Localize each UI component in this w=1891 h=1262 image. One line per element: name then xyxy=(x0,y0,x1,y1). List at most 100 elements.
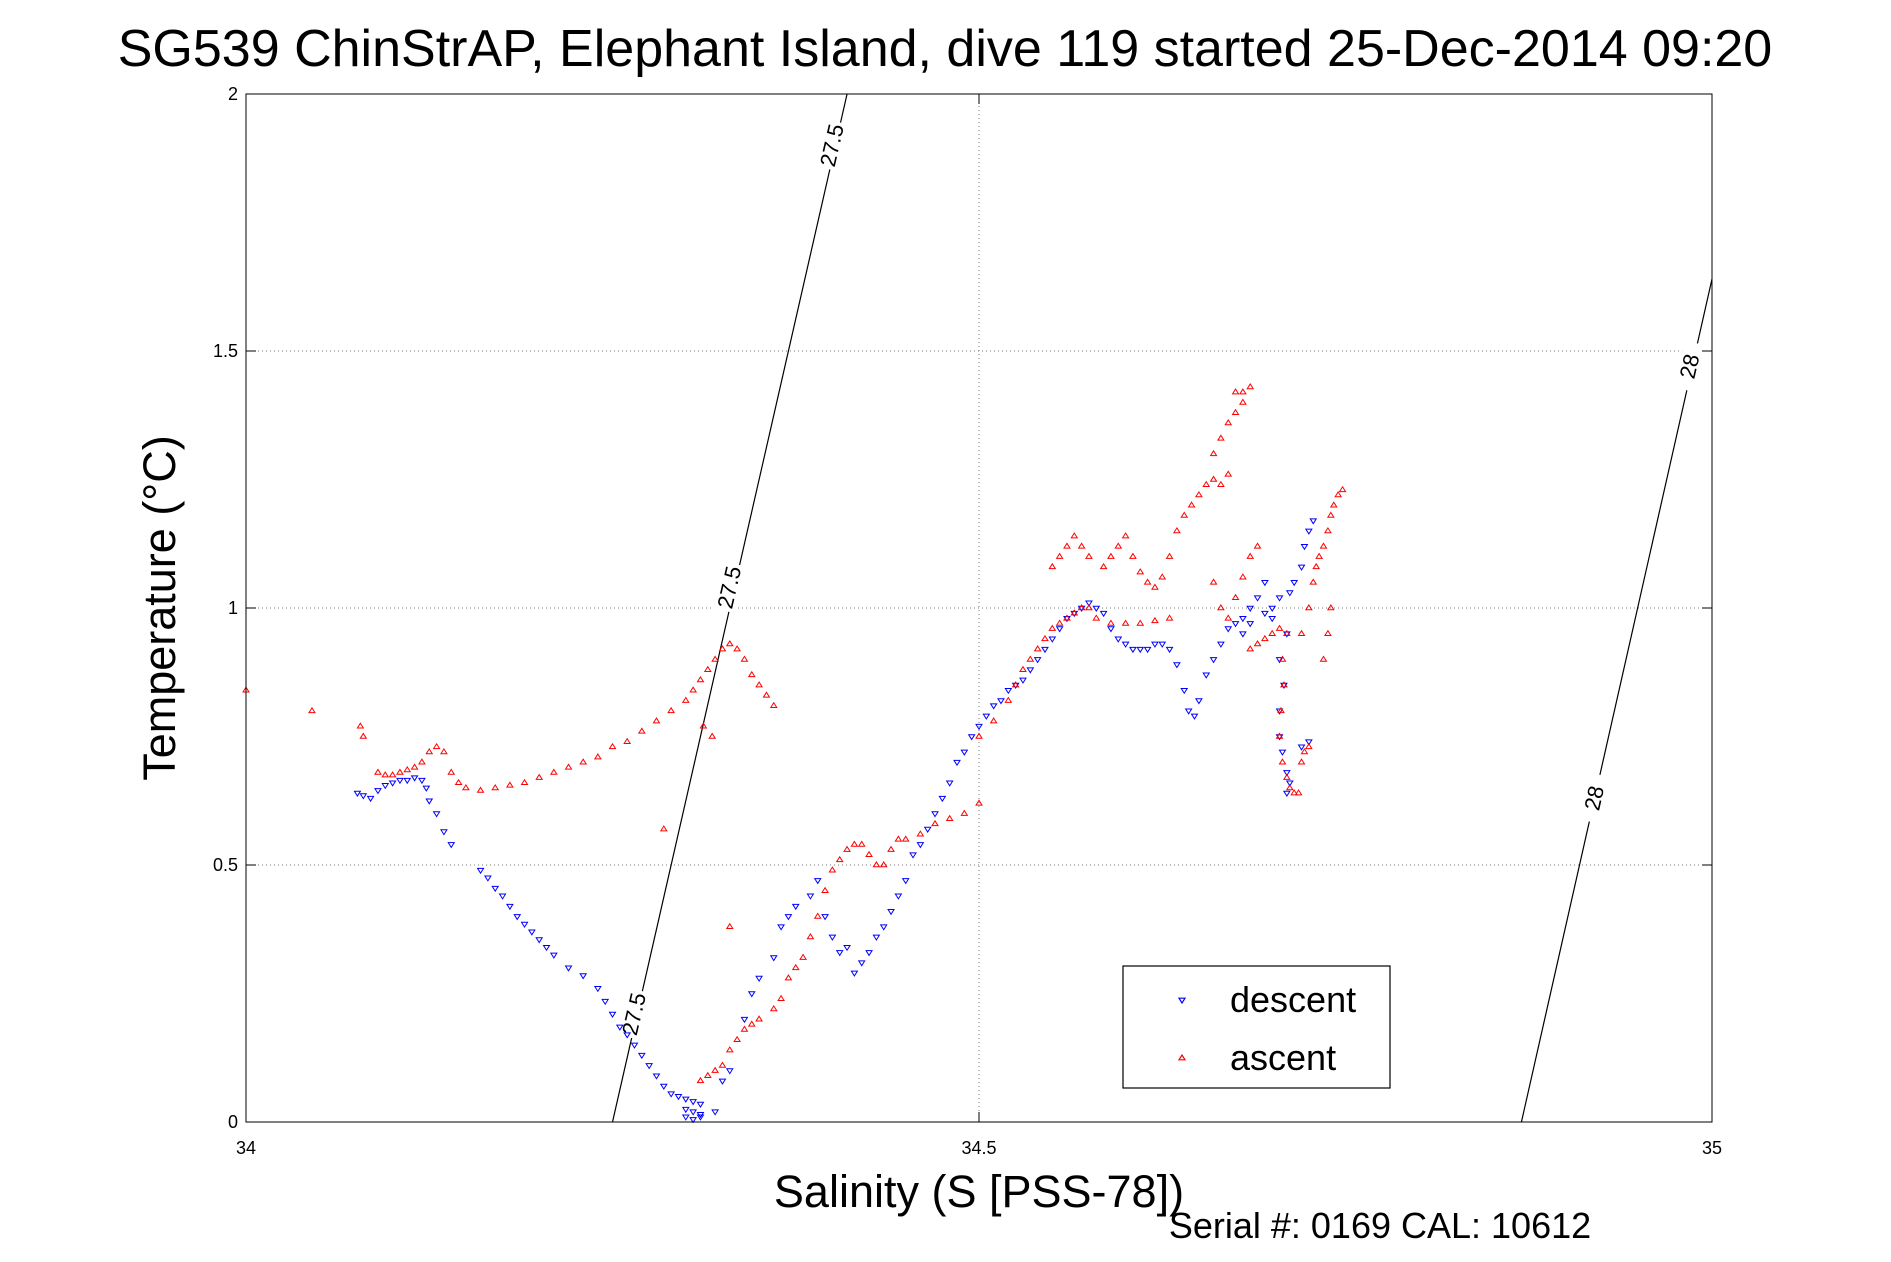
ascent-point xyxy=(1151,616,1159,624)
ascent-point xyxy=(733,1035,742,1043)
ascent-point xyxy=(1278,758,1287,765)
ascent-point xyxy=(901,835,910,842)
descent-point xyxy=(1121,641,1130,648)
ascent-point xyxy=(1224,470,1233,477)
descent-point xyxy=(865,950,873,957)
ascent-point xyxy=(1278,655,1287,662)
ascent-point xyxy=(1070,532,1079,539)
ascent-point xyxy=(1033,645,1042,652)
descent-point xyxy=(1309,518,1318,525)
serial-note: Serial #: 0169 CAL: 10612 xyxy=(1169,1205,1591,1246)
descent-point xyxy=(1041,646,1049,654)
ascent-point xyxy=(1107,619,1115,626)
ascent-point xyxy=(410,763,419,770)
descent-point xyxy=(410,775,419,782)
ascent-point xyxy=(1282,773,1291,780)
ascent-point xyxy=(652,717,661,724)
ascent-point xyxy=(755,1015,764,1022)
ascent-point xyxy=(1238,398,1247,405)
ascent-point xyxy=(1004,696,1013,703)
descent-point xyxy=(1026,667,1035,674)
contour-label: 27.5 xyxy=(712,564,746,611)
ascent-point xyxy=(1107,552,1115,559)
descent-point xyxy=(425,798,434,805)
ascent-point xyxy=(1246,552,1255,559)
ascent-point xyxy=(1294,789,1303,796)
descent-point xyxy=(835,950,844,957)
ascent-point xyxy=(777,994,785,1001)
ascent-point xyxy=(718,1061,727,1068)
ascent-point xyxy=(1026,655,1035,662)
ascent-point xyxy=(1151,583,1159,590)
ascent-point xyxy=(872,861,881,868)
ascent-point xyxy=(791,963,800,971)
ascent-point xyxy=(1319,655,1328,662)
ascent-point xyxy=(388,771,397,778)
ascent-point xyxy=(1158,573,1167,580)
ascent-point xyxy=(1224,614,1233,621)
descent-point xyxy=(1260,580,1269,587)
descent-point xyxy=(894,893,903,900)
ascent-point xyxy=(1326,511,1335,518)
descent-point xyxy=(1285,590,1294,597)
ascent-point xyxy=(681,696,690,703)
descent-point xyxy=(615,1024,624,1031)
descent-point xyxy=(689,1099,698,1106)
grid-lines xyxy=(246,94,1712,1122)
ascent-point xyxy=(703,1071,712,1079)
descent-point xyxy=(791,903,800,911)
ascent-point xyxy=(1055,619,1064,626)
ascent-point xyxy=(418,758,426,765)
legend-ascent-label: ascent xyxy=(1230,1037,1336,1078)
ascent-point xyxy=(403,765,412,773)
descent-point xyxy=(513,914,522,921)
descent-point xyxy=(1004,687,1013,695)
ascent-point xyxy=(696,1076,705,1084)
ascent-point xyxy=(637,727,646,734)
descent-point xyxy=(1048,636,1057,643)
descent-point xyxy=(1231,621,1240,628)
descent-point xyxy=(813,878,822,885)
ascent-point xyxy=(1304,742,1313,750)
ascent-point xyxy=(828,866,837,873)
descent-point xyxy=(982,713,991,720)
ascent-point xyxy=(1136,619,1145,626)
ascent-point xyxy=(1165,614,1174,621)
ascent-point xyxy=(1324,526,1332,534)
descent-point xyxy=(601,998,610,1006)
ascent-point xyxy=(975,799,983,806)
ascent-point xyxy=(725,1046,734,1053)
ascent-point xyxy=(381,771,390,778)
descent-point xyxy=(520,921,529,929)
ascent-point xyxy=(1304,604,1313,611)
data-points xyxy=(242,383,1347,1124)
ascent-point xyxy=(1187,501,1196,508)
descent-point xyxy=(422,785,431,792)
axis-ticks: 34 34.5 35 0 0.5 1 1.5 2 xyxy=(213,84,1722,1158)
ascent-point xyxy=(491,783,500,791)
descent-point xyxy=(579,973,588,980)
ascent-point xyxy=(708,732,717,739)
descent-point xyxy=(542,944,551,952)
ascent-point xyxy=(1290,789,1299,796)
ascent-point xyxy=(865,850,873,858)
descent-point xyxy=(381,783,390,790)
descent-point xyxy=(967,734,976,741)
descent-point xyxy=(1278,749,1287,756)
ascent-point xyxy=(931,819,939,827)
ascent-point xyxy=(1202,480,1211,487)
descent-point xyxy=(755,975,764,983)
ascent-point xyxy=(593,753,602,760)
descent-point xyxy=(931,811,939,818)
ascent-point xyxy=(740,655,749,662)
ascent-point xyxy=(356,722,365,729)
ascent-point xyxy=(733,645,742,652)
y-tick-label: 1.5 xyxy=(213,341,238,361)
ascent-point xyxy=(659,825,668,832)
descent-point xyxy=(689,1109,698,1116)
descent-point xyxy=(857,960,866,967)
contour-line xyxy=(1520,278,1713,1123)
descent-point xyxy=(1275,657,1284,664)
descent-point xyxy=(1019,677,1027,684)
